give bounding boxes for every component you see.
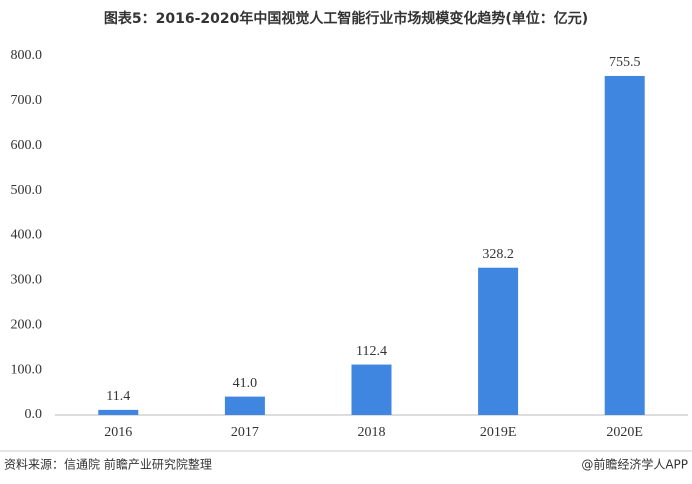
- x-tick-label: 2019E: [480, 425, 517, 440]
- x-tick-label: 2020E: [606, 425, 643, 440]
- bar: [478, 267, 519, 415]
- value-label: 328.2: [482, 247, 514, 262]
- value-label: 11.4: [106, 389, 130, 404]
- y-tick-label: 100.0: [11, 362, 43, 377]
- x-tick-label: 2017: [231, 425, 259, 440]
- value-label: 41.0: [233, 376, 258, 391]
- value-label: 112.4: [356, 344, 387, 359]
- bar: [604, 75, 645, 416]
- y-tick-label: 200.0: [11, 317, 43, 332]
- y-tick-label: 500.0: [11, 183, 43, 198]
- y-tick-label: 300.0: [11, 273, 43, 288]
- x-tick-label: 2016: [104, 425, 132, 440]
- bar: [224, 396, 265, 415]
- y-tick-label: 700.0: [11, 93, 43, 108]
- bar: [98, 409, 139, 415]
- source: 资料来源：信通院 前瞻产业研究院整理: [4, 457, 212, 472]
- credit: @前瞻经济学人APP: [581, 457, 688, 472]
- value-label: 755.5: [609, 55, 641, 70]
- y-tick-label: 0.0: [25, 407, 43, 422]
- x-tick-label: 2018: [358, 425, 386, 440]
- y-tick-label: 800.0: [11, 48, 43, 63]
- y-tick-label: 400.0: [11, 228, 43, 243]
- bar: [351, 364, 392, 415]
- y-tick-label: 600.0: [11, 138, 43, 153]
- chart-title: 图表5：2016-2020年中国视觉人工智能行业市场规模变化趋势(单位：亿元): [104, 10, 588, 27]
